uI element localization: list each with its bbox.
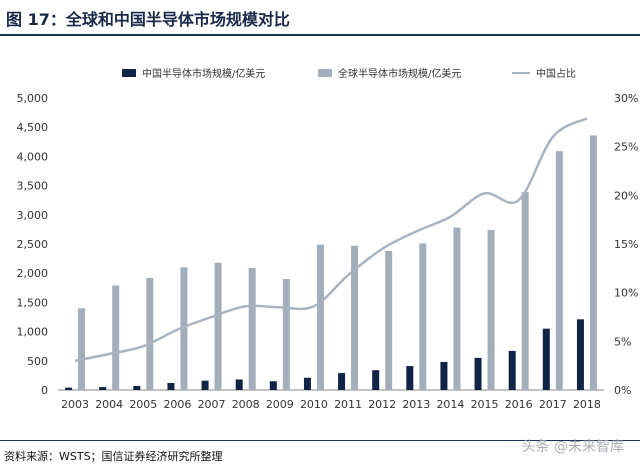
y2-tick-label: 30% <box>614 92 638 105</box>
figure-title: 图 17：全球和中国半导体市场规模对比 <box>6 10 290 29</box>
title-divider <box>0 34 640 36</box>
legend-label-1: 全球半导体市场规模/亿美元 <box>338 67 461 80</box>
y2-tick-label: 20% <box>614 189 638 202</box>
china-bar <box>576 319 584 390</box>
global-bar <box>214 262 222 390</box>
china-share-line <box>74 117 588 363</box>
bar-line-chart: 中国半导体市场规模/亿美元 全球半导体市场规模/亿美元 中国占比 0 500 1,000 1… <box>17 67 639 411</box>
x-tick-label: 2005 <box>129 398 157 411</box>
y-tick-label: 2,000 <box>17 267 49 280</box>
global-bar <box>316 244 324 390</box>
china-bar <box>303 377 311 390</box>
y-tick-label: 0 <box>41 384 48 397</box>
y-tick-label: 3,500 <box>17 180 49 193</box>
global-bar <box>555 151 563 390</box>
china-bar <box>99 387 107 390</box>
y-tick-label: 2,500 <box>17 238 49 251</box>
x-tick-label: 2003 <box>61 398 89 411</box>
legend-swatch-0 <box>122 69 136 77</box>
global-bar <box>282 279 290 390</box>
watermark-text: 头条 @未来智库 <box>521 439 624 455</box>
y-tick-label: 4,000 <box>17 150 49 163</box>
x-tick-label: 2014 <box>436 398 464 411</box>
legend-label-0: 中国半导体市场规模/亿美元 <box>142 67 265 80</box>
china-bar <box>372 370 380 390</box>
figure-title-bar: 图 17：全球和中国半导体市场规模对比 <box>0 0 640 36</box>
y2-tick-label: 25% <box>614 141 638 154</box>
china-bar <box>542 328 550 390</box>
global-bar <box>385 251 393 390</box>
global-bar <box>248 267 256 390</box>
y-tick-label: 5,000 <box>17 92 49 105</box>
china-bar <box>167 382 175 390</box>
global-bar <box>146 277 154 390</box>
global-bar <box>180 267 188 390</box>
x-tick-label: 2006 <box>163 398 191 411</box>
y-tick-label: 1,500 <box>17 296 49 309</box>
china-bar <box>474 357 482 390</box>
x-tick-label: 2013 <box>402 398 430 411</box>
x-tick-label: 2012 <box>368 398 396 411</box>
source-note: 资料来源：WSTS；国信证券经济研究所整理 <box>4 450 223 463</box>
china-bar <box>406 366 414 390</box>
source-divider <box>0 440 640 441</box>
y-tick-label: 3,000 <box>17 209 49 222</box>
y2-tick-label: 5% <box>614 335 631 348</box>
x-tick-label: 2009 <box>266 398 294 411</box>
china-bar <box>440 361 448 390</box>
china-bar <box>235 379 243 390</box>
legend-label-2: 中国占比 <box>536 67 576 80</box>
china-bar <box>269 381 277 390</box>
global-bar <box>419 243 427 390</box>
x-tick-label: 2010 <box>300 398 328 411</box>
global-bar <box>521 192 529 390</box>
y-tick-label: 4,500 <box>17 121 49 134</box>
global-bar <box>453 227 461 390</box>
x-tick-label: 2007 <box>198 398 226 411</box>
x-tick-label: 2016 <box>505 398 533 411</box>
china-bar <box>508 350 516 390</box>
x-tick-label: 2008 <box>232 398 260 411</box>
global-bar <box>112 285 120 390</box>
y-tick-label: 1,000 <box>17 326 49 339</box>
china-bar <box>201 380 209 390</box>
china-bar <box>338 373 346 390</box>
x-tick-label: 2015 <box>471 398 499 411</box>
global-bar <box>351 245 359 390</box>
china-bar <box>65 387 73 390</box>
global-bar <box>589 135 597 390</box>
x-tick-label: 2017 <box>539 398 567 411</box>
china-bar <box>133 385 141 390</box>
x-tick-label: 2004 <box>95 398 123 411</box>
global-bar <box>487 229 495 390</box>
x-tick-label: 2011 <box>334 398 362 411</box>
legend-swatch-1 <box>318 69 332 77</box>
y2-tick-label: 15% <box>614 238 638 251</box>
y-tick-label: 500 <box>27 355 48 368</box>
y2-tick-label: 0% <box>614 384 631 397</box>
x-tick-label: 2018 <box>573 398 601 411</box>
y2-tick-label: 10% <box>614 287 638 300</box>
global-bar <box>78 308 86 390</box>
